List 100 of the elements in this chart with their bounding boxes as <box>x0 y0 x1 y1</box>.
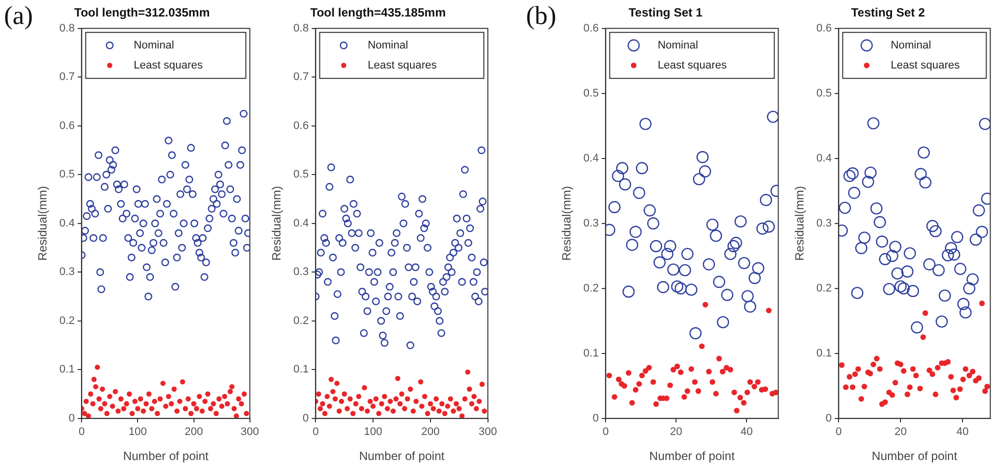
y-tick-label: 0.3 <box>59 266 75 278</box>
point <box>838 362 845 368</box>
point <box>681 394 688 400</box>
point <box>970 368 976 374</box>
point <box>898 282 910 294</box>
x-tick-label: 300 <box>240 426 260 438</box>
point <box>674 364 680 370</box>
point <box>721 288 734 301</box>
y-tick-label: 0.5 <box>293 168 309 181</box>
point <box>657 281 670 294</box>
y-tick-label: 0.6 <box>816 22 832 34</box>
legend-label: Least squares <box>134 59 204 72</box>
x-tick-label: 200 <box>421 426 440 438</box>
y-tick-label: 0.1 <box>816 347 832 360</box>
y-tick-label: 0.3 <box>293 266 309 278</box>
point <box>843 170 856 182</box>
point <box>653 256 666 268</box>
legend-label: Least squares <box>368 59 438 72</box>
y-axis-title: Residual(mm) <box>270 186 284 261</box>
point <box>855 366 861 372</box>
point <box>766 308 772 314</box>
point <box>932 392 938 398</box>
point <box>948 374 954 380</box>
point <box>879 253 892 266</box>
x-tick-label: 100 <box>128 426 147 438</box>
point <box>636 381 642 387</box>
point <box>644 204 656 216</box>
point <box>632 387 638 393</box>
point <box>898 362 904 368</box>
point <box>713 276 726 288</box>
point <box>646 364 652 370</box>
point <box>678 369 684 376</box>
y-tick-label: 0.8 <box>59 22 75 34</box>
point <box>918 146 930 159</box>
point <box>681 248 694 260</box>
point <box>972 204 985 216</box>
legend-label: Least squares <box>890 59 960 72</box>
point <box>910 321 924 334</box>
point <box>966 273 979 286</box>
point <box>742 290 754 302</box>
legend-label: Nominal <box>890 39 932 52</box>
point <box>892 380 898 386</box>
x-tick-label: 0 <box>836 426 842 438</box>
point <box>874 216 886 228</box>
point <box>957 298 970 310</box>
point <box>906 284 920 298</box>
point <box>608 201 621 214</box>
point <box>756 222 769 235</box>
y-tick-label: 0.4 <box>293 217 309 230</box>
point <box>671 280 684 293</box>
point <box>744 300 756 313</box>
y-tick-label: 0.2 <box>293 314 309 327</box>
point <box>894 280 907 293</box>
y-tick-label: 0.2 <box>583 282 599 294</box>
point <box>926 368 932 374</box>
point <box>978 118 990 130</box>
point <box>710 230 722 242</box>
point <box>639 118 652 130</box>
x-axis-title: Number of point <box>872 449 958 464</box>
point <box>653 401 659 407</box>
y-tick-label: 0.2 <box>816 282 832 294</box>
point <box>747 379 753 385</box>
point <box>862 384 868 390</box>
point <box>848 186 860 199</box>
point <box>930 371 936 377</box>
point <box>737 394 744 400</box>
point <box>960 376 966 382</box>
point <box>713 390 719 396</box>
x-tick-label: 0 <box>312 426 319 438</box>
point <box>667 382 673 388</box>
point <box>702 302 708 308</box>
chart-title: Testing Set 2 <box>851 6 926 20</box>
x-tick-label: 0 <box>78 426 85 438</box>
y-tick-label: 0.7 <box>293 71 309 84</box>
y-tick-label: 0.6 <box>59 120 75 132</box>
x-tick-label: 20 <box>670 426 682 438</box>
point <box>883 282 896 296</box>
point <box>870 362 876 368</box>
point <box>616 162 628 174</box>
point <box>698 165 712 178</box>
x-tick-label: 200 <box>184 426 203 438</box>
x-tick-label: 300 <box>478 426 498 438</box>
point <box>710 379 716 385</box>
point <box>667 263 680 276</box>
legend-label: Nominal <box>134 39 174 52</box>
point <box>920 334 926 340</box>
point <box>962 366 968 372</box>
x-tick-label: 20 <box>894 426 907 438</box>
point <box>650 379 656 385</box>
y-tick-label: 0 <box>826 412 832 424</box>
point <box>727 240 740 252</box>
point <box>858 396 864 402</box>
point <box>629 400 635 406</box>
point <box>938 289 951 302</box>
y-tick-label: 0.5 <box>816 87 832 100</box>
point <box>612 394 618 400</box>
point <box>734 215 747 228</box>
y-axis-title: Residual(mm) <box>560 186 574 261</box>
point <box>976 375 982 381</box>
point <box>626 238 638 251</box>
